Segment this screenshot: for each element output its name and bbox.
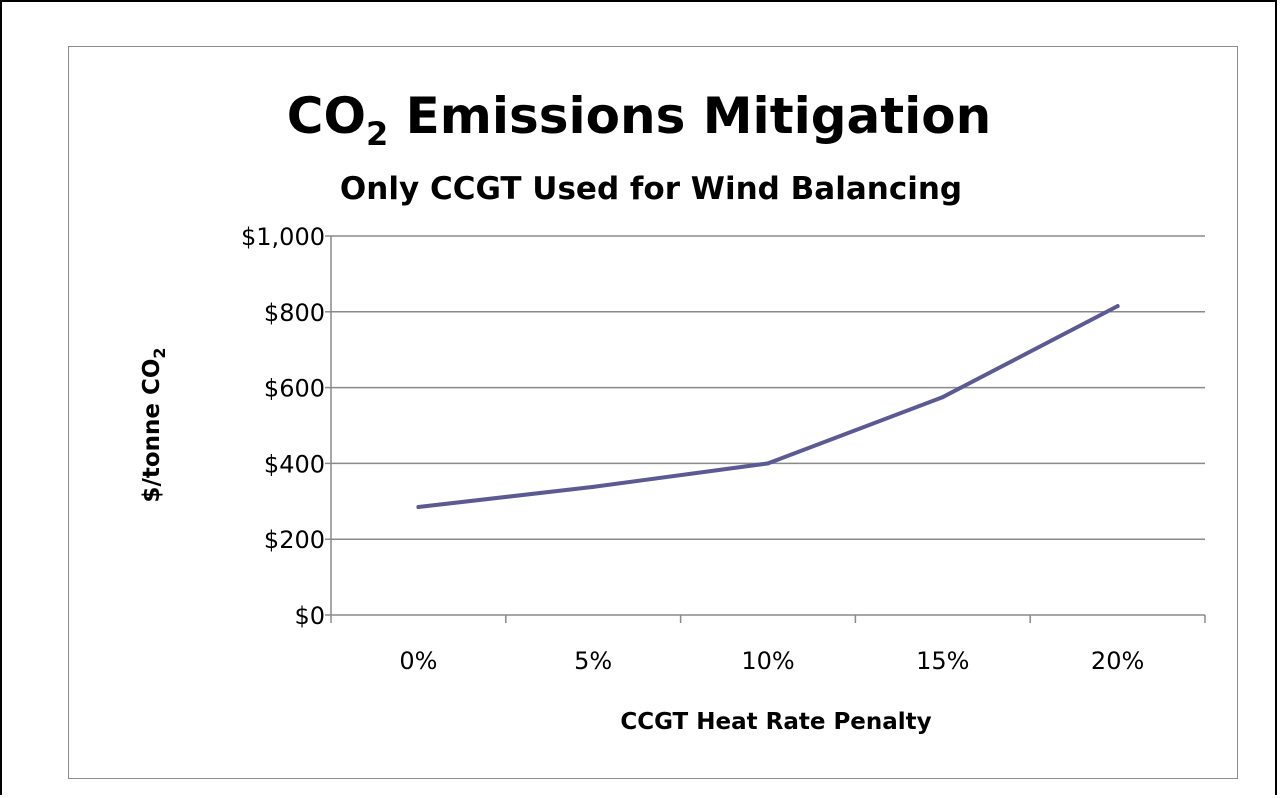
x-tick-label: 10%: [741, 647, 794, 675]
x-tick-label: 5%: [574, 647, 612, 675]
y-axis-title: $/tonne CO2: [139, 347, 169, 502]
chart-title-rest: Emissions Mitigation: [388, 87, 991, 145]
y-tick-labels: $0 $200 $400 $600 $800 $1,000: [241, 223, 325, 630]
y-axis-title-main: $/tonne CO: [139, 359, 165, 503]
chart-title: CO2 Emissions Mitigation: [287, 87, 992, 153]
y-tick-label: $200: [264, 526, 325, 554]
chart-area: CO2 Emissions Mitigation Only CCGT Used …: [68, 46, 1238, 779]
data-point: [416, 504, 421, 509]
series-line: [416, 304, 1120, 509]
chart-subtitle: Only CCGT Used for Wind Balancing: [340, 171, 962, 207]
chart-title-subscript: 2: [366, 115, 388, 153]
data-point: [940, 395, 945, 400]
y-tick-label: $800: [264, 299, 325, 327]
data-point: [591, 484, 596, 489]
series-lines: [416, 304, 1120, 509]
data-point: [1115, 304, 1120, 309]
y-tick-label: $0: [294, 602, 325, 630]
line-chart: CO2 Emissions Mitigation Only CCGT Used …: [139, 87, 1206, 735]
y-tick-label: $400: [264, 450, 325, 478]
x-tick-labels: 0% 5% 10% 15% 20%: [399, 647, 1144, 675]
x-axis-title: CCGT Heat Rate Penalty: [620, 709, 931, 735]
chart-title-co: CO: [287, 87, 366, 145]
axes: [325, 235, 1206, 623]
gridlines: [331, 235, 1205, 540]
y-axis-title-subscript: 2: [150, 347, 169, 358]
data-point: [766, 461, 770, 466]
x-tick-label: 15%: [916, 647, 969, 675]
x-tick-label: 20%: [1091, 647, 1144, 675]
y-tick-label: $1,000: [241, 223, 325, 251]
y-tick-label: $600: [264, 375, 325, 403]
x-tick-label: 0%: [399, 647, 437, 675]
